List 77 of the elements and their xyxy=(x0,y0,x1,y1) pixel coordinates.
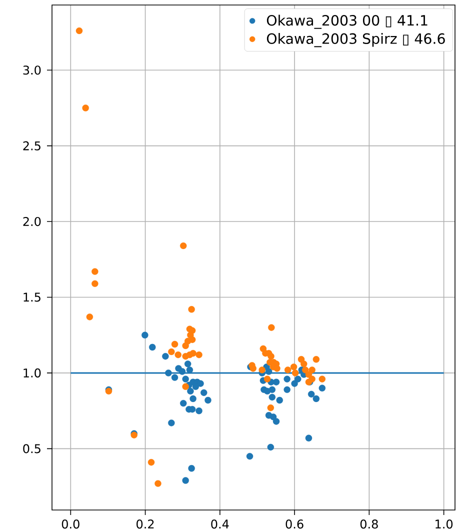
y-tick-label: 1.0 xyxy=(24,368,41,378)
point xyxy=(149,344,156,351)
point xyxy=(267,404,274,412)
point xyxy=(272,378,280,386)
point xyxy=(165,370,172,376)
point xyxy=(86,314,94,320)
point xyxy=(190,395,196,402)
point xyxy=(274,365,280,372)
point xyxy=(284,386,290,393)
point xyxy=(284,376,290,382)
point xyxy=(180,242,187,250)
point xyxy=(312,395,320,402)
point xyxy=(272,418,280,425)
point xyxy=(292,370,299,376)
x-tick-label: 0.0 xyxy=(62,520,80,529)
y-tick-label: 1.5 xyxy=(24,292,40,302)
y-tick-label: 2.5 xyxy=(23,141,40,150)
point xyxy=(182,376,189,382)
legend-label: Okawa_2003 00 ▯ 41.1 xyxy=(266,14,428,29)
point xyxy=(148,458,155,466)
legend-label: Okawa_2003 Spirz ▯ 46.6 xyxy=(266,33,445,48)
point xyxy=(180,400,187,407)
point xyxy=(308,366,316,374)
point xyxy=(188,464,195,472)
point xyxy=(246,452,254,460)
point xyxy=(182,477,189,484)
point xyxy=(268,394,276,401)
point xyxy=(162,352,169,360)
point xyxy=(312,356,320,363)
point xyxy=(305,434,312,442)
point xyxy=(168,420,175,426)
point xyxy=(276,396,283,404)
point xyxy=(171,374,178,381)
point xyxy=(92,268,98,275)
point xyxy=(174,351,182,358)
point xyxy=(182,383,189,390)
y-tick-label: 3.0 xyxy=(23,66,41,75)
point xyxy=(154,480,162,487)
point xyxy=(182,342,189,350)
point xyxy=(190,350,196,357)
point xyxy=(187,388,194,394)
point xyxy=(284,366,292,374)
point xyxy=(267,444,274,451)
point xyxy=(196,407,202,414)
x-tick-label: 1.0 xyxy=(436,520,453,529)
point xyxy=(258,366,266,374)
point xyxy=(188,306,195,313)
point xyxy=(168,348,175,356)
x-tick-label: 0.6 xyxy=(286,520,304,529)
point xyxy=(82,104,89,112)
point xyxy=(300,360,308,368)
point xyxy=(290,364,298,370)
point xyxy=(318,376,326,382)
point xyxy=(265,368,272,375)
point xyxy=(200,389,208,396)
x-tick-label: 0.2 xyxy=(136,520,154,529)
point xyxy=(318,384,326,392)
point xyxy=(76,27,83,34)
point xyxy=(268,386,276,393)
x-tick-label: 0.8 xyxy=(360,520,378,529)
point xyxy=(264,376,271,382)
point xyxy=(178,368,186,375)
point xyxy=(308,390,315,398)
point xyxy=(294,376,302,382)
y-tick-label: 0.5 xyxy=(23,444,40,454)
point xyxy=(204,396,212,404)
point xyxy=(268,324,275,331)
point xyxy=(186,366,194,374)
x-tick-label: 0.4 xyxy=(211,520,229,529)
point xyxy=(142,332,148,338)
point xyxy=(184,360,192,368)
point xyxy=(268,352,274,360)
point xyxy=(92,280,98,287)
y-tick-label: 2.0 xyxy=(23,216,41,226)
point xyxy=(250,365,256,372)
point xyxy=(171,340,178,348)
point xyxy=(196,351,202,358)
